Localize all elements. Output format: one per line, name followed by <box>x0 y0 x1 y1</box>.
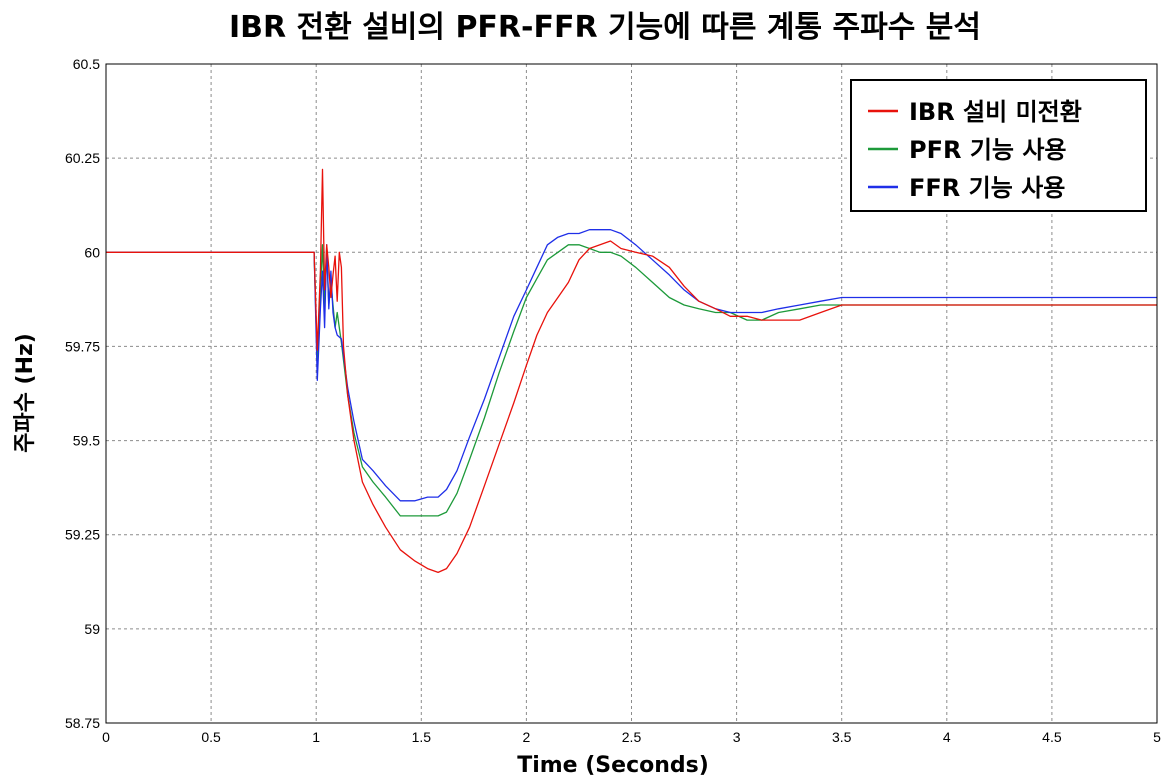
x-tick-label: 3.5 <box>832 729 852 745</box>
y-tick-label: 58.75 <box>65 715 100 731</box>
chart-title: IBR 전환 설비의 PFR-FFR 기능에 따른 계통 주파수 분석 <box>229 10 981 45</box>
series-line-3 <box>106 229 1157 502</box>
x-tick-label: 1.5 <box>412 729 432 745</box>
x-tick-label: 0.5 <box>201 729 221 745</box>
legend: IBR 설비 미전환 PFR 기능 사용 FFR 기능 사용 <box>850 79 1147 212</box>
series-line-1 <box>106 168 1157 574</box>
x-tick-label: 2.5 <box>622 729 642 745</box>
x-tick-label: 4 <box>943 729 951 745</box>
legend-box <box>850 79 1147 212</box>
y-tick-label: 59.25 <box>65 527 100 543</box>
legend-label-2: PFR 기능 사용 <box>909 136 1067 164</box>
y-axis-label: 주파수 (Hz) <box>13 333 38 453</box>
x-tick-label: 0 <box>102 729 110 745</box>
y-tick-label: 60 <box>84 244 100 260</box>
legend-label-1: IBR 설비 미전환 <box>909 98 1082 126</box>
y-tick-label: 59 <box>84 621 100 637</box>
x-tick-label: 3 <box>733 729 741 745</box>
series-lines <box>106 168 1157 574</box>
legend-label-3: FFR 기능 사용 <box>909 174 1065 202</box>
y-tick-label: 60.5 <box>73 56 100 72</box>
x-tick-label: 1 <box>312 729 320 745</box>
x-tick-label: 4.5 <box>1042 729 1062 745</box>
x-axis-label: Time (Seconds) <box>517 753 709 778</box>
x-tick-label: 2 <box>523 729 531 745</box>
y-tick-label: 60.25 <box>65 150 100 166</box>
y-tick-label: 59.5 <box>73 433 100 449</box>
y-tick-labels: 60.5 60.25 60 59.75 59.5 59.25 59 58.75 <box>65 56 100 731</box>
series-line-2 <box>106 244 1157 517</box>
x-tick-labels: 0 0.5 1 1.5 2 2.5 3 3.5 4 4.5 5 <box>102 729 1161 745</box>
y-tick-label: 59.75 <box>65 338 100 354</box>
plot-area-frame <box>105 63 1158 724</box>
x-tick-label: 5 <box>1153 729 1161 745</box>
